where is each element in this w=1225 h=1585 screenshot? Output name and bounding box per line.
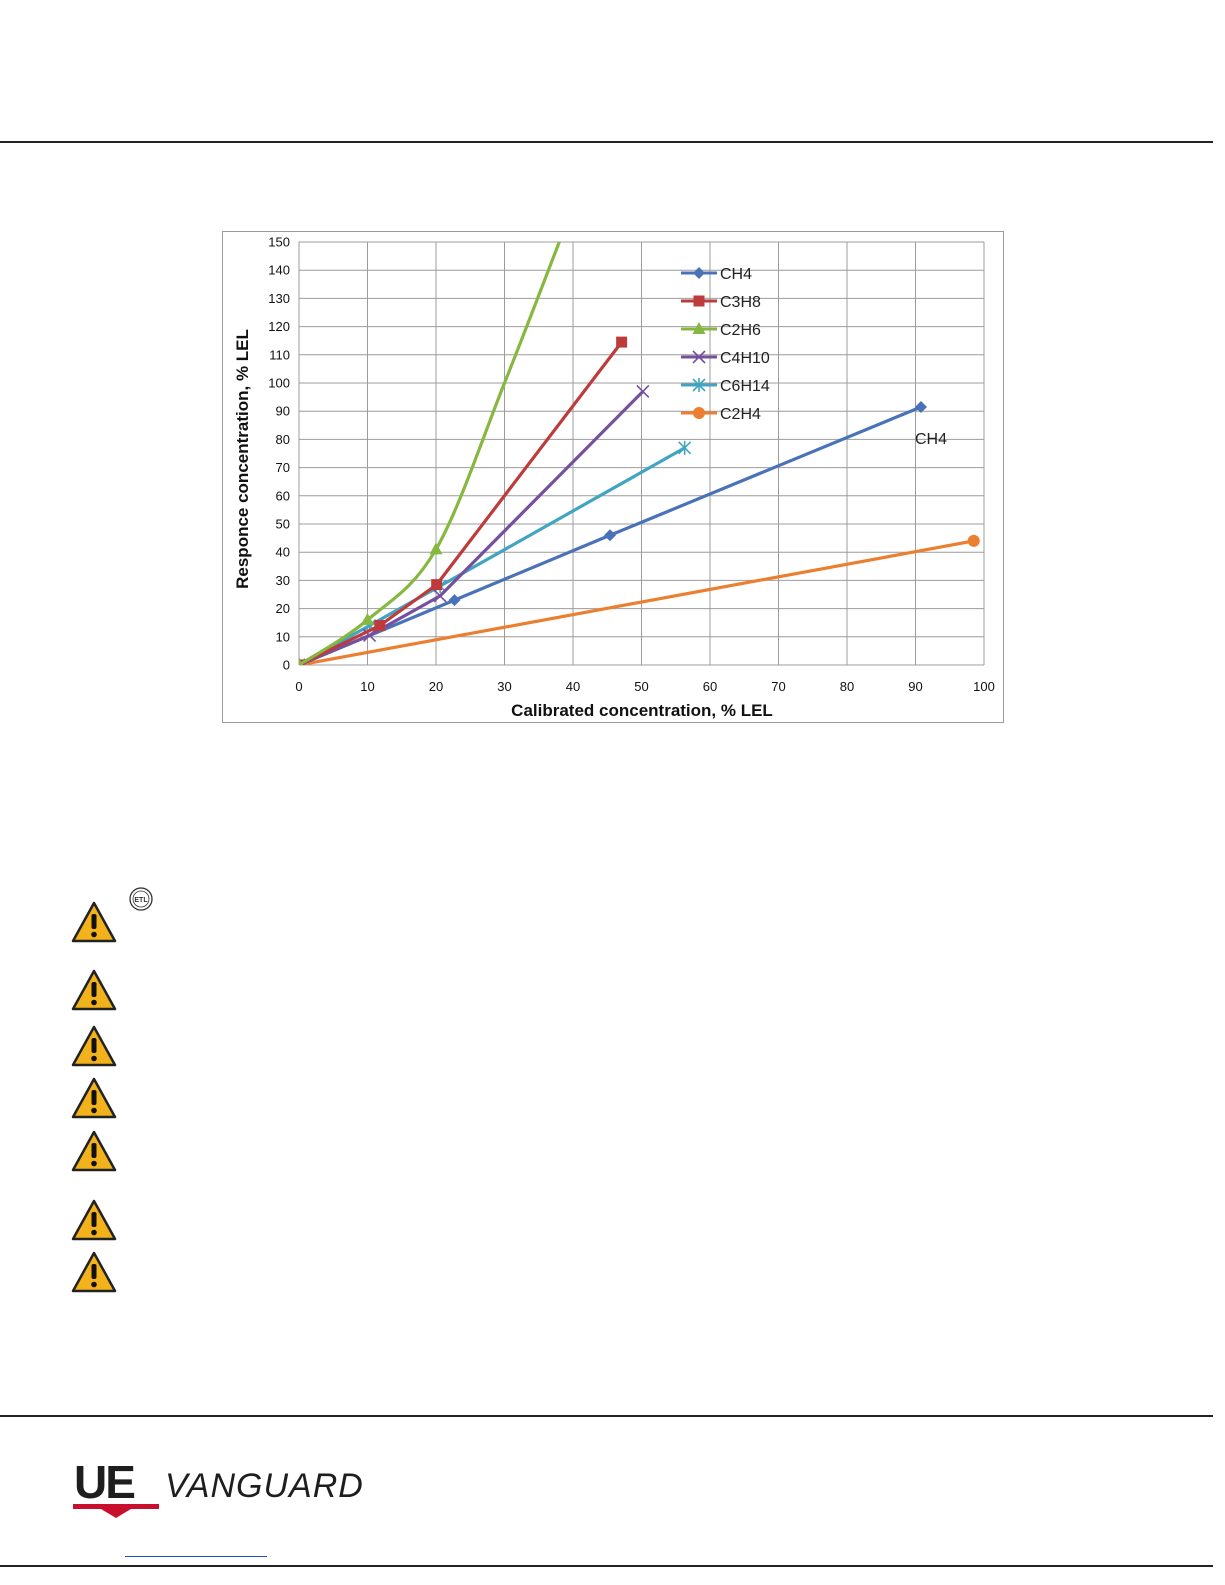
logo-vanguard: VANGUARD xyxy=(165,1467,364,1505)
legend-label: C2H6 xyxy=(720,322,761,339)
data-point xyxy=(448,594,461,607)
series-line xyxy=(299,446,686,665)
y-tick-label: 100 xyxy=(268,376,290,391)
x-tick-label: 30 xyxy=(497,679,511,694)
warning-triangle-icon xyxy=(71,969,117,1011)
x-tick-label: 0 xyxy=(295,679,302,694)
legend-marker xyxy=(692,350,706,364)
y-tick-label: 0 xyxy=(283,658,290,673)
data-point xyxy=(603,529,616,542)
legend-label: C2H4 xyxy=(720,406,761,423)
header-rule xyxy=(0,141,1213,143)
etl-listed-mark: ETL xyxy=(129,887,153,911)
y-axis-label: Responce concentration, % LEL xyxy=(233,329,252,589)
marker-stroke xyxy=(433,589,447,603)
data-point xyxy=(678,440,692,455)
marker-stroke xyxy=(362,628,377,642)
chart-canvas: 0 10 20 30 40 50 60 70 80 90 100 0 10 20 30 40 50 60 70 80 9… xyxy=(233,235,995,721)
data-point xyxy=(616,336,628,348)
ch4-annotation: CH4 xyxy=(915,431,947,448)
data-point xyxy=(429,542,443,555)
x-tick-label: 60 xyxy=(703,679,717,694)
legend-item-ch4: CH4 xyxy=(681,266,752,283)
y-tick-label: 20 xyxy=(276,601,290,616)
footer-rule xyxy=(0,1415,1213,1417)
y-tick-label: 90 xyxy=(276,404,290,419)
series-line xyxy=(299,242,561,665)
y-tick-label: 30 xyxy=(276,573,290,588)
data-point xyxy=(914,400,927,413)
legend-label: CH4 xyxy=(720,266,752,283)
series-c2h4 xyxy=(299,534,980,665)
y-tick-label: 130 xyxy=(268,291,290,306)
warning-triangle-icon xyxy=(71,901,117,943)
logo-red-bar xyxy=(73,1504,159,1509)
series-lines xyxy=(299,242,980,665)
x-tick-label: 90 xyxy=(908,679,922,694)
ue-vanguard-logo: UE VANGUARD xyxy=(73,1458,364,1518)
warning-triangle-icon xyxy=(71,1199,117,1241)
series-line xyxy=(299,539,975,665)
tick-labels: 0 10 20 30 40 50 60 70 80 90 100 0 10 20 30 40 50 60 70 80 9… xyxy=(268,235,995,695)
legend-item-c2h6: C2H6 xyxy=(681,322,761,339)
warning-triangle-icon xyxy=(71,1130,117,1172)
marker-stroke xyxy=(692,350,706,364)
x-tick-label: 20 xyxy=(429,679,443,694)
y-tick-label: 50 xyxy=(276,517,290,532)
legend-item-c3h8: C3H8 xyxy=(681,294,761,311)
data-point xyxy=(299,658,303,665)
legend-item-c2h4: C2H4 xyxy=(681,406,761,423)
x-tick-label: 50 xyxy=(634,679,648,694)
logo-red-chevron xyxy=(101,1509,131,1518)
series-c3h8 xyxy=(299,336,628,665)
etl-mark-text: ETL xyxy=(134,897,148,904)
x-tick-label: 70 xyxy=(771,679,785,694)
series-line xyxy=(299,341,623,665)
series-c4h10 xyxy=(299,384,650,665)
bottom-rule xyxy=(0,1565,1213,1567)
legend-item-c6h14: C6H14 xyxy=(681,378,770,395)
chart-legend: CH4 C3H8 C2H6 C4H10 C6H14 C2H4 xyxy=(681,266,770,423)
x-tick-label: 10 xyxy=(360,679,374,694)
x-tick-label: 40 xyxy=(566,679,580,694)
data-point xyxy=(431,579,443,591)
y-tick-label: 150 xyxy=(268,235,290,250)
series-c2h6 xyxy=(299,242,561,665)
x-tick-label: 80 xyxy=(840,679,854,694)
y-tick-label: 120 xyxy=(268,319,290,334)
footer-link-underline[interactable] xyxy=(125,1556,267,1557)
logo-ue: UE xyxy=(74,1458,134,1508)
warning-triangle-icon xyxy=(71,1251,117,1293)
legend-item-c4h10: C4H10 xyxy=(681,350,770,367)
x-tick-label: 100 xyxy=(973,679,995,694)
series-ch4 xyxy=(299,400,927,665)
y-tick-label: 40 xyxy=(276,545,290,560)
warning-triangle-icon xyxy=(71,1025,117,1067)
data-point xyxy=(433,589,447,603)
series-line xyxy=(299,390,645,665)
legend-marker xyxy=(693,407,705,419)
legend-marker xyxy=(692,322,706,334)
y-tick-label: 80 xyxy=(276,432,290,447)
y-tick-label: 110 xyxy=(269,347,290,362)
legend-label: C3H8 xyxy=(720,294,761,311)
data-point xyxy=(361,612,374,625)
legend-label: C4H10 xyxy=(720,350,770,367)
data-point xyxy=(374,620,386,632)
legend-marker xyxy=(693,295,705,307)
legend-label: C6H14 xyxy=(720,378,770,395)
legend-marker xyxy=(693,267,705,279)
chart-grid xyxy=(298,241,985,666)
marker-stroke xyxy=(636,384,650,399)
y-tick-label: 10 xyxy=(276,629,290,644)
y-tick-label: 140 xyxy=(268,263,290,278)
y-tick-label: 60 xyxy=(276,488,290,503)
legend-marker xyxy=(692,378,706,392)
x-axis-label: Calibrated concentration, % LEL xyxy=(511,701,773,720)
y-tick-label: 70 xyxy=(276,460,290,475)
data-point xyxy=(967,534,980,547)
data-point xyxy=(636,384,650,399)
gas-response-chart: 0 10 20 30 40 50 60 70 80 90 100 0 10 20 30 40 50 60 70 80 9… xyxy=(222,231,1004,723)
warning-triangle-icon xyxy=(71,1077,117,1119)
